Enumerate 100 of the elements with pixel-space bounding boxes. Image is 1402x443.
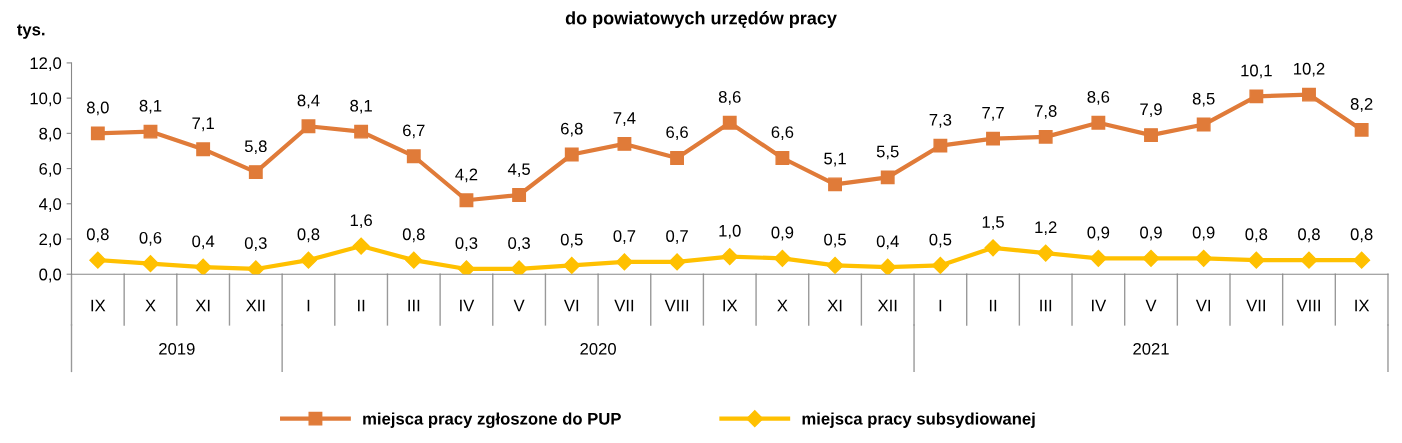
- data-label: 1,5: [982, 216, 1004, 230]
- data-label: 0,4: [192, 235, 215, 250]
- data-label: 5,5: [876, 145, 899, 160]
- data-label: 0,7: [613, 230, 636, 244]
- data-label: 1,2: [1035, 221, 1057, 236]
- data-label: 7,4: [613, 112, 636, 126]
- x-tick-label: I: [939, 299, 942, 312]
- x-tick-label: VI: [563, 299, 579, 312]
- x-tick-label: XI: [195, 299, 210, 312]
- x-tick-label: X: [777, 299, 788, 312]
- point: [564, 147, 579, 162]
- data-label: 7,8: [1034, 105, 1057, 119]
- point: [354, 124, 369, 139]
- point: [1247, 251, 1265, 269]
- x-tick-label: II: [358, 299, 365, 312]
- data-label: 0,9: [1140, 226, 1162, 241]
- data-label: 0,8: [402, 228, 425, 243]
- data-label: 0,5: [929, 233, 952, 248]
- point: [1353, 251, 1371, 269]
- text: 2020: [580, 342, 616, 355]
- x-tick-label: VI: [1195, 299, 1211, 312]
- point: [1300, 251, 1318, 269]
- data-label: 7,9: [1140, 103, 1162, 118]
- point: [1091, 115, 1106, 130]
- point: [1196, 117, 1211, 132]
- legend-label: miejsca pracy subsydiowanej: [802, 412, 1035, 428]
- data-label: 0,8: [1245, 228, 1268, 243]
- point: [879, 258, 897, 275]
- data-label: 0,3: [244, 237, 267, 251]
- point: [89, 251, 107, 269]
- data-label: 8,4: [297, 94, 320, 109]
- y-tick-label: 8,0: [39, 127, 62, 142]
- data-label: 6,8: [561, 122, 583, 137]
- point: [773, 249, 791, 267]
- point: [617, 136, 632, 151]
- text: 2021: [1133, 342, 1169, 355]
- data-label: 0,3: [455, 237, 478, 251]
- point: [352, 237, 370, 255]
- point: [563, 256, 581, 274]
- data-label: 10,2: [1294, 62, 1325, 77]
- x-tick-label: IV: [1092, 299, 1107, 312]
- point: [721, 248, 739, 266]
- y-tick-label: 4,0: [39, 198, 62, 212]
- data-label: 0,5: [824, 233, 846, 248]
- y-tick-label: 0,0: [39, 268, 62, 283]
- point: [931, 256, 949, 274]
- point: [1249, 89, 1264, 104]
- data-label: 0,8: [1298, 228, 1320, 243]
- point: [196, 142, 211, 157]
- data-label: 6,6: [666, 126, 688, 140]
- x-tick-label: VII: [614, 299, 634, 312]
- point: [141, 255, 160, 273]
- point: [1354, 122, 1369, 137]
- x-tick-label: IX: [723, 299, 738, 312]
- point: [299, 251, 318, 269]
- x-tick-label: I: [307, 299, 310, 312]
- point: [1144, 128, 1158, 143]
- data-label: 0,5: [560, 233, 583, 248]
- point: [1037, 244, 1055, 262]
- data-label: 0,8: [86, 228, 109, 243]
- data-label: 1,6: [350, 214, 372, 229]
- data-label: 8,1: [350, 99, 372, 114]
- y-tick-label: 12,0: [30, 57, 62, 72]
- y-axis-title: tys.: [17, 24, 45, 39]
- x-tick-label: II: [989, 299, 997, 312]
- data-label: 8,2: [1350, 98, 1373, 112]
- data-label: 8,5: [1192, 92, 1215, 107]
- x-tick-label: III: [1040, 299, 1052, 312]
- data-label: 0,8: [297, 228, 320, 243]
- data-label: 8,6: [718, 91, 741, 105]
- x-tick-label: III: [408, 299, 420, 312]
- point: [880, 170, 895, 185]
- x-tick-label: XII: [877, 299, 897, 312]
- data-label: 0,8: [1350, 228, 1373, 243]
- point: [1195, 249, 1213, 267]
- data-label: 7,7: [982, 107, 1004, 121]
- data-label: 0,9: [1192, 226, 1215, 241]
- data-label: 0,4: [876, 235, 899, 250]
- point: [248, 165, 263, 180]
- point: [984, 239, 1002, 257]
- x-tick-label: IX: [91, 299, 106, 312]
- data-label: 10,1: [1241, 64, 1272, 79]
- point: [406, 149, 421, 164]
- point: [194, 258, 212, 275]
- point: [670, 151, 685, 165]
- data-label: 0,7: [666, 230, 688, 244]
- point: [828, 177, 843, 192]
- point: [512, 188, 527, 202]
- x-tick-label: IV: [460, 299, 475, 312]
- point: [1142, 249, 1160, 267]
- x-tick-label: XI: [827, 299, 842, 312]
- point: [457, 260, 475, 275]
- point: [1038, 129, 1053, 144]
- y-tick-label: 2,0: [39, 233, 62, 248]
- point: [933, 138, 948, 153]
- data-label: 0,6: [139, 231, 162, 246]
- point: [405, 251, 423, 269]
- x-tick-label: VIII: [1296, 299, 1320, 312]
- data-label: 0,9: [771, 226, 794, 241]
- x-tick-label: X: [145, 299, 156, 312]
